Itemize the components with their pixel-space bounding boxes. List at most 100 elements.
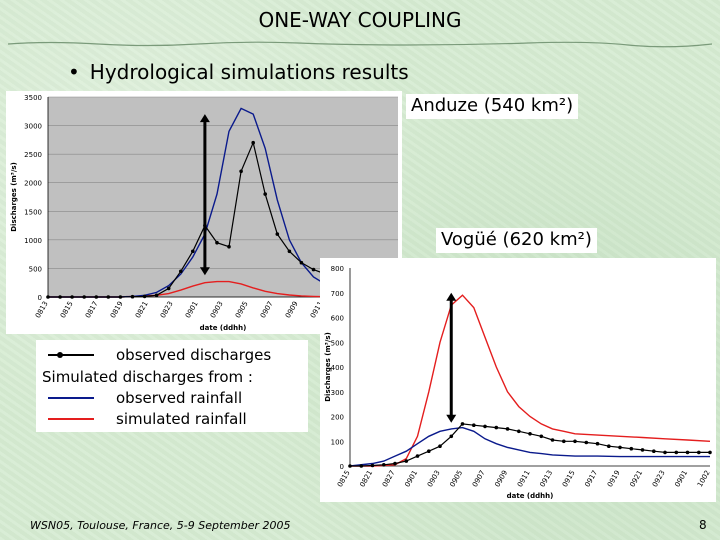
legend-observed-label: observed discharges [116, 346, 272, 364]
data-point [427, 449, 431, 453]
data-point [370, 463, 375, 468]
arrow-up-icon [446, 292, 457, 301]
data-point [382, 463, 386, 467]
data-point [239, 169, 243, 174]
data-point [393, 461, 397, 466]
y-tick-label: 2500 [24, 151, 42, 159]
x-tick-label: 0903 [426, 469, 442, 488]
anduze-chart-svg: 0 500 1000 1500 2000 2500 3000 3500 0813 0815 0817… [10, 94, 400, 332]
data-point [70, 295, 74, 299]
x-tick-label: 0905 [448, 469, 464, 488]
bullet-item: • Hydrological simulations results [68, 60, 409, 84]
x-tick-label: 0909 [284, 300, 300, 319]
legend-sim-rainfall-label: simulated rainfall [116, 410, 247, 428]
data-point [46, 295, 50, 299]
x-tick-label: 0913 [538, 469, 554, 488]
slide-title: ONE-WAY COUPLING [258, 8, 462, 32]
data-point [708, 450, 712, 455]
arrow-down-icon [446, 414, 457, 423]
data-point [287, 249, 292, 254]
y-tick-label: 2000 [24, 180, 42, 188]
x-tick-label: 0907 [471, 469, 487, 488]
data-point [539, 434, 544, 439]
x-tick-label: 0815 [59, 300, 75, 319]
y-tick-label: 200 [331, 414, 344, 422]
y-tick-label: 300 [331, 389, 344, 397]
data-point [607, 444, 611, 448]
x-tick-label: 0901 [403, 469, 419, 488]
arrow-down-icon [199, 267, 210, 276]
x-tick-label: 0907 [259, 300, 275, 319]
data-point [697, 450, 701, 455]
legend-obs-rainfall-label: observed rainfall [116, 389, 243, 407]
data-point [415, 454, 420, 458]
data-point [227, 244, 231, 249]
data-point [118, 295, 123, 299]
y-tick-label: 0 [38, 294, 42, 302]
data-point [154, 293, 159, 298]
data-point [251, 140, 255, 145]
legend: observed discharges Simulated discharges… [36, 340, 308, 432]
legend-obs-rainfall-line [48, 397, 94, 399]
data-point [494, 425, 499, 430]
y-tick-label: 0 [340, 463, 344, 471]
data-point [179, 269, 183, 274]
x-tick-label: 0821 [358, 469, 374, 488]
data-point [483, 424, 487, 429]
bullet-dot-icon: • [68, 60, 80, 84]
x-axis-label: date (ddhh) [200, 324, 247, 332]
y-tick-label: 600 [331, 315, 344, 323]
data-point [299, 260, 304, 265]
y-axis-label: Discharges (m³/s) [324, 332, 332, 402]
y-tick-label: 1500 [24, 208, 42, 216]
y-tick-label: 3000 [24, 123, 42, 131]
legend-header: Simulated discharges from : [42, 368, 253, 386]
data-point [82, 295, 86, 299]
x-tick-label: 0923 [651, 469, 667, 488]
x-tick-label: 0901 [673, 469, 689, 488]
y-tick-label: 500 [29, 265, 42, 273]
x-tick-label: 1002 [696, 469, 712, 488]
x-axis-label: date (ddhh) [507, 492, 554, 500]
data-point [449, 434, 454, 439]
x-tick-label: 0905 [234, 300, 250, 319]
vogue-chart-svg: 0 100 200 300 400 500 600 700 800 0815 0821 0827 090… [324, 265, 712, 500]
data-point [142, 294, 147, 299]
y-tick-label: 500 [331, 339, 344, 347]
data-point [517, 429, 521, 434]
data-point [311, 267, 316, 272]
anduze-chart: 0 500 1000 1500 2000 2500 3000 3500 0813 0815 0817… [6, 91, 402, 334]
bullet-text: Hydrological simulations results [89, 60, 409, 84]
data-point [528, 432, 532, 436]
vogue-chart: 0 100 200 300 400 500 600 700 800 0815 0821 0827 090… [320, 258, 716, 502]
data-point [562, 439, 566, 444]
y-tick-label: 800 [331, 265, 344, 273]
data-point [166, 286, 171, 291]
data-point [685, 450, 690, 455]
x-tick-label: 0819 [109, 300, 125, 319]
data-point [191, 249, 195, 254]
arrow-up-icon [199, 114, 210, 123]
data-point [472, 423, 476, 427]
data-point [550, 438, 555, 442]
x-tick-label: 0823 [159, 300, 175, 319]
legend-sim-rainfall-line [48, 418, 94, 420]
x-tick-label: 0817 [84, 300, 100, 319]
data-point [348, 464, 352, 468]
data-point [584, 440, 589, 445]
vogue-chart-title: Vogüé (620 km²) [436, 228, 597, 253]
x-tick-label: 0901 [184, 300, 200, 319]
data-point [460, 422, 465, 426]
data-point [404, 459, 409, 463]
data-point [618, 445, 622, 450]
x-tick-label: 0813 [34, 300, 50, 319]
title-divider [8, 41, 712, 48]
data-point [652, 449, 656, 453]
data-point [505, 427, 510, 431]
x-tick-label: 0915 [561, 469, 577, 488]
data-point [674, 450, 679, 455]
legend-observed-marker [48, 352, 94, 358]
y-tick-label: 400 [331, 364, 344, 372]
y-tick-label: 700 [331, 290, 344, 298]
y-tick-label: 100 [331, 438, 344, 446]
